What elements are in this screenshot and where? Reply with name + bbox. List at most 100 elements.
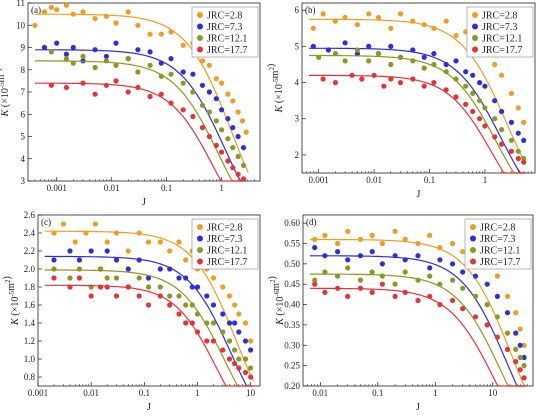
data-point [397, 80, 404, 86]
y-tick-label: 0.50 [284, 259, 300, 269]
data-point [232, 347, 238, 353]
data-point [113, 293, 120, 299]
data-point [427, 232, 433, 238]
legend-marker [197, 224, 203, 230]
data-point [499, 141, 505, 147]
data-point [316, 54, 322, 60]
data-point [219, 80, 225, 86]
data-point [427, 273, 433, 279]
data-point [60, 221, 66, 227]
data-point [513, 346, 519, 352]
data-point [492, 61, 498, 68]
data-point [504, 293, 511, 299]
x-axis-label: J [142, 197, 146, 208]
data-point [470, 108, 476, 115]
data-point [206, 133, 212, 140]
data-point [213, 142, 219, 148]
data-point [443, 61, 449, 68]
data-point [381, 83, 387, 89]
data-point [482, 105, 488, 111]
legend-marker [472, 12, 478, 18]
data-point [450, 277, 456, 283]
data-point [431, 51, 437, 57]
data-point [392, 253, 398, 259]
data-point [342, 40, 348, 46]
data-point [220, 329, 226, 335]
data-point [113, 62, 119, 68]
legend-label: JRC=17.7 [207, 45, 247, 56]
y-axis-label: K (×10-5m2) [2, 276, 21, 326]
data-point [88, 293, 94, 299]
data-point [48, 82, 55, 88]
y-tick-label: 2.4 [24, 228, 36, 238]
fit-curve-1 [44, 230, 254, 382]
panel-label: (b) [305, 5, 316, 15]
data-point [482, 83, 488, 89]
panel-label: (d) [306, 217, 317, 227]
data-point [242, 320, 249, 326]
data-point [230, 125, 236, 131]
legend-marker [470, 247, 476, 253]
data-point [521, 375, 527, 381]
data-point [125, 89, 131, 95]
data-point [158, 91, 164, 97]
data-point [472, 293, 479, 299]
data-point [499, 108, 505, 115]
data-point [180, 69, 186, 75]
data-point [437, 281, 443, 287]
y-tick-label: 3 [295, 114, 300, 124]
y-tick-label: 0.25 [284, 361, 300, 371]
data-point [521, 119, 527, 125]
y-tick-label: 0.55 [284, 239, 300, 249]
data-point [332, 18, 338, 24]
fit-curve-4 [44, 284, 254, 387]
data-point [513, 310, 519, 316]
data-point [437, 302, 443, 308]
legend-box [191, 218, 259, 270]
fit-curve-4 [34, 82, 246, 182]
data-point [230, 165, 236, 171]
data-point [190, 89, 196, 95]
data-point [515, 148, 521, 154]
data-point [103, 58, 109, 64]
y-tick-label: 0.45 [284, 279, 300, 289]
data-point [332, 80, 338, 86]
data-point [103, 82, 109, 88]
data-point [194, 311, 201, 317]
panel-label: (c) [41, 217, 51, 227]
data-point [335, 249, 341, 255]
y-tick-label: 0.30 [284, 340, 300, 350]
data-point [421, 65, 427, 71]
data-point [431, 80, 437, 86]
data-point [51, 275, 57, 281]
data-point [410, 58, 416, 64]
data-point [415, 253, 421, 259]
data-point [472, 314, 479, 320]
panel-c: (c) 0.8 1.0 1.2 1.4 1.6 1.8 2.0 2.2 2.4 2.6 0.001 0.… [2, 210, 261, 413]
data-point [189, 320, 195, 326]
data-point [145, 275, 152, 281]
data-point [176, 293, 182, 299]
data-point [145, 284, 152, 290]
data-point [180, 107, 186, 113]
legend-label: JRC=7.3 [207, 234, 242, 245]
data-point [210, 275, 217, 281]
data-point [220, 284, 226, 290]
plot-frame [301, 2, 536, 174]
legend-marker [470, 235, 476, 242]
data-point [167, 302, 173, 308]
data-point [392, 281, 398, 287]
legend-marker [472, 46, 478, 53]
y-tick-label: 10 [16, 20, 26, 30]
data-point [67, 284, 73, 290]
data-point [320, 76, 326, 82]
data-point [225, 116, 231, 122]
data-point [147, 31, 153, 37]
data-point [210, 302, 217, 308]
data-point [92, 64, 98, 71]
data-point [357, 236, 364, 242]
legend-marker [197, 23, 203, 30]
data-point [113, 20, 119, 26]
data-point [460, 306, 466, 312]
data-point [248, 347, 254, 353]
